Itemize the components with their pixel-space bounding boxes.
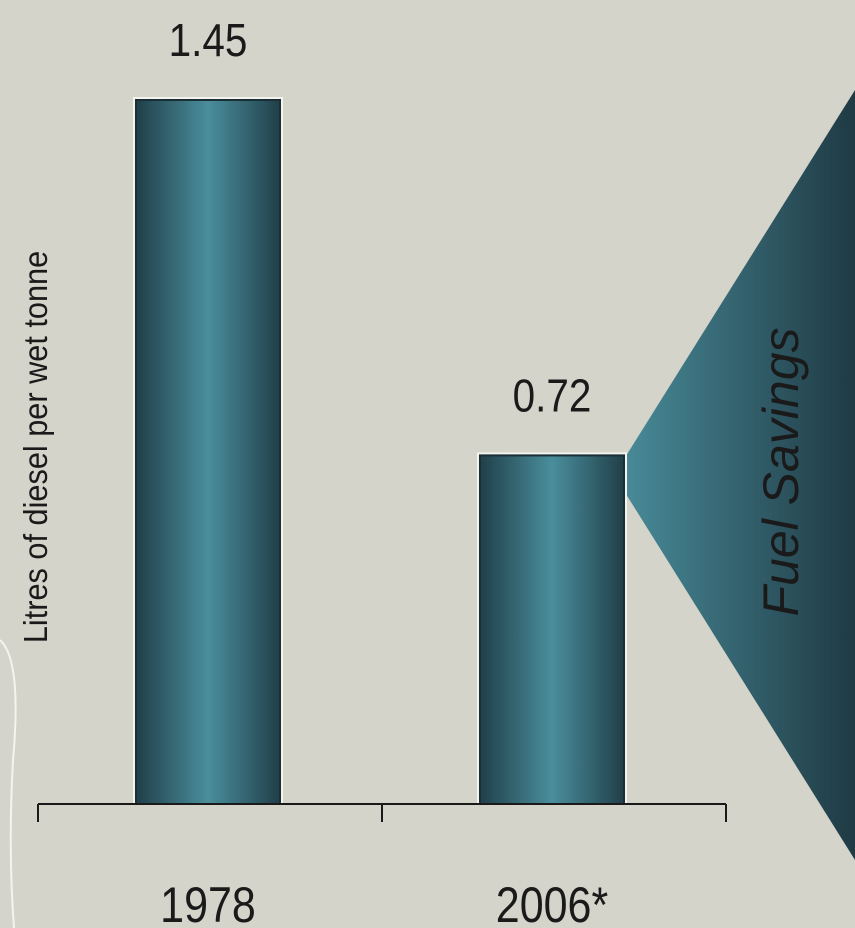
category-label: 2006* <box>496 877 608 928</box>
x-axis <box>37 803 727 822</box>
y-axis-label: Litres of diesel per wet tonne <box>17 251 54 643</box>
fuel-savings-arrow <box>614 90 855 860</box>
fuel-savings-label: Fuel Savings <box>753 327 809 616</box>
bar-1978 <box>133 97 283 805</box>
data-label: 1.45 <box>169 16 248 67</box>
bars-group <box>133 97 627 805</box>
bar-2006 <box>477 452 627 805</box>
category-label: 1978 <box>160 877 256 928</box>
decorative-curve <box>0 639 17 928</box>
data-label: 0.72 <box>513 371 592 422</box>
labels-group: 1.45 1978 0.72 2006* <box>160 16 608 928</box>
